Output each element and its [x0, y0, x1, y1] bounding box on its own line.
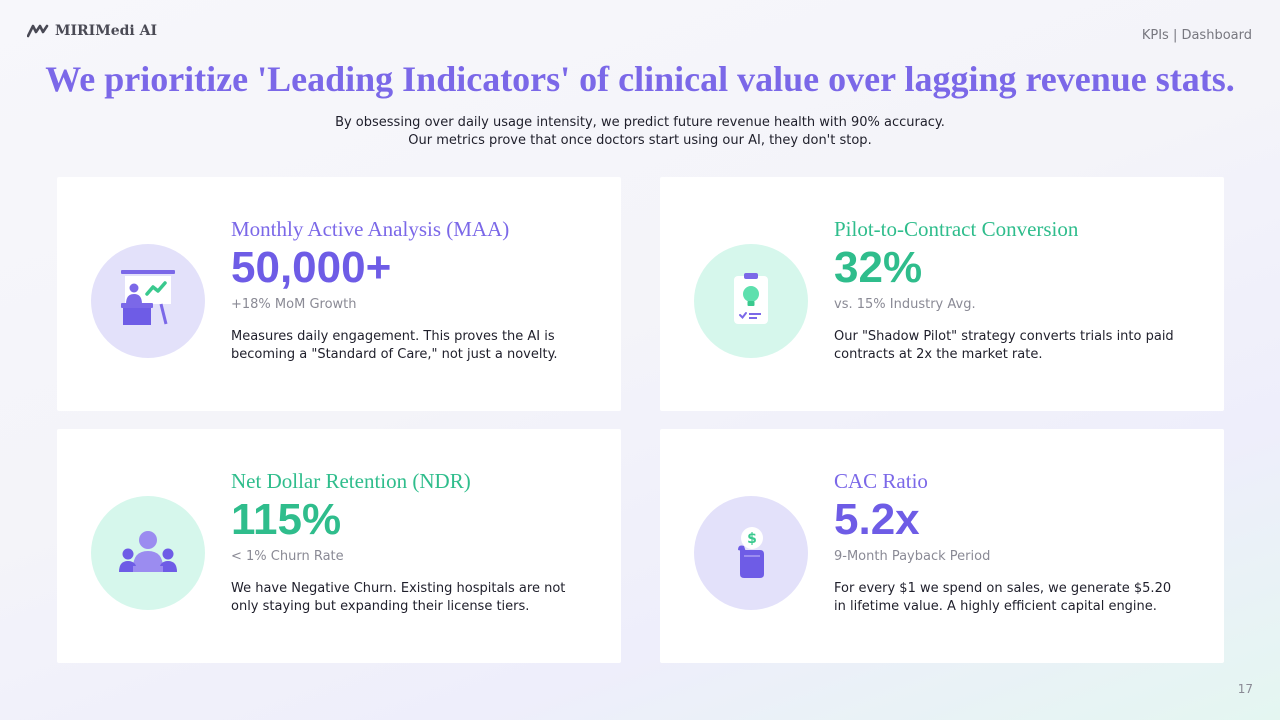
page-headline: We prioritize 'Leading Indicators' of cl… [45, 59, 1235, 99]
card-metric: 115% [231, 495, 342, 544]
kpi-card-maa: Monthly Active Analysis (MAA) 50,000+ +1… [57, 177, 621, 411]
card-description: For every $1 we spend on sales, we gener… [834, 581, 1172, 614]
card-sublabel: vs. 15% Industry Avg. [834, 297, 976, 312]
card-title: CAC Ratio [834, 469, 928, 493]
card-icon-circle [91, 496, 205, 610]
card-sublabel: +18% MoM Growth [231, 297, 357, 312]
clipboard-lightbulb-icon [734, 273, 768, 324]
presentation-board-icon [121, 270, 175, 325]
card-icon-circle [91, 244, 205, 358]
card-description: We have Negative Churn. Existing hospita… [231, 581, 566, 614]
svg-text:$: $ [747, 531, 757, 547]
card-icon-circle [694, 244, 808, 358]
card-icon-circle: $ [694, 496, 808, 610]
brand-logo: MIRIMedi AI [27, 23, 157, 39]
section-label: KPIs | Dashboard [1141, 28, 1252, 43]
card-metric: 50,000+ [231, 243, 392, 292]
brand-mark-icon [27, 24, 49, 38]
kpi-card-conversion: Pilot-to-Contract Conversion 32% vs. 15%… [660, 177, 1224, 411]
brand-name: MIRIMedi AI [55, 23, 158, 39]
card-metric: 5.2x [834, 495, 920, 544]
subheadline-line-2: Our metrics prove that once doctors star… [408, 133, 872, 148]
card-description: Our "Shadow Pilot" strategy converts tri… [834, 329, 1174, 362]
hand-dollar-coin-icon: $ [738, 527, 764, 578]
card-metric: 32% [834, 243, 923, 292]
card-title: Monthly Active Analysis (MAA) [231, 217, 510, 241]
card-title: Net Dollar Retention (NDR) [231, 469, 471, 493]
team-group-icon [119, 531, 177, 572]
card-sublabel: < 1% Churn Rate [231, 549, 344, 564]
card-title: Pilot-to-Contract Conversion [834, 217, 1079, 241]
page-number: 17 [1237, 682, 1253, 696]
kpi-card-cac: $ CAC Ratio 5.2x 9-Month Payback Period … [660, 429, 1224, 663]
card-description: Measures daily engagement. This proves t… [231, 329, 558, 362]
card-sublabel: 9-Month Payback Period [834, 549, 991, 564]
kpi-card-ndr: Net Dollar Retention (NDR) 115% < 1% Chu… [57, 429, 621, 663]
subheadline-line-1: By obsessing over daily usage intensity,… [335, 115, 945, 130]
